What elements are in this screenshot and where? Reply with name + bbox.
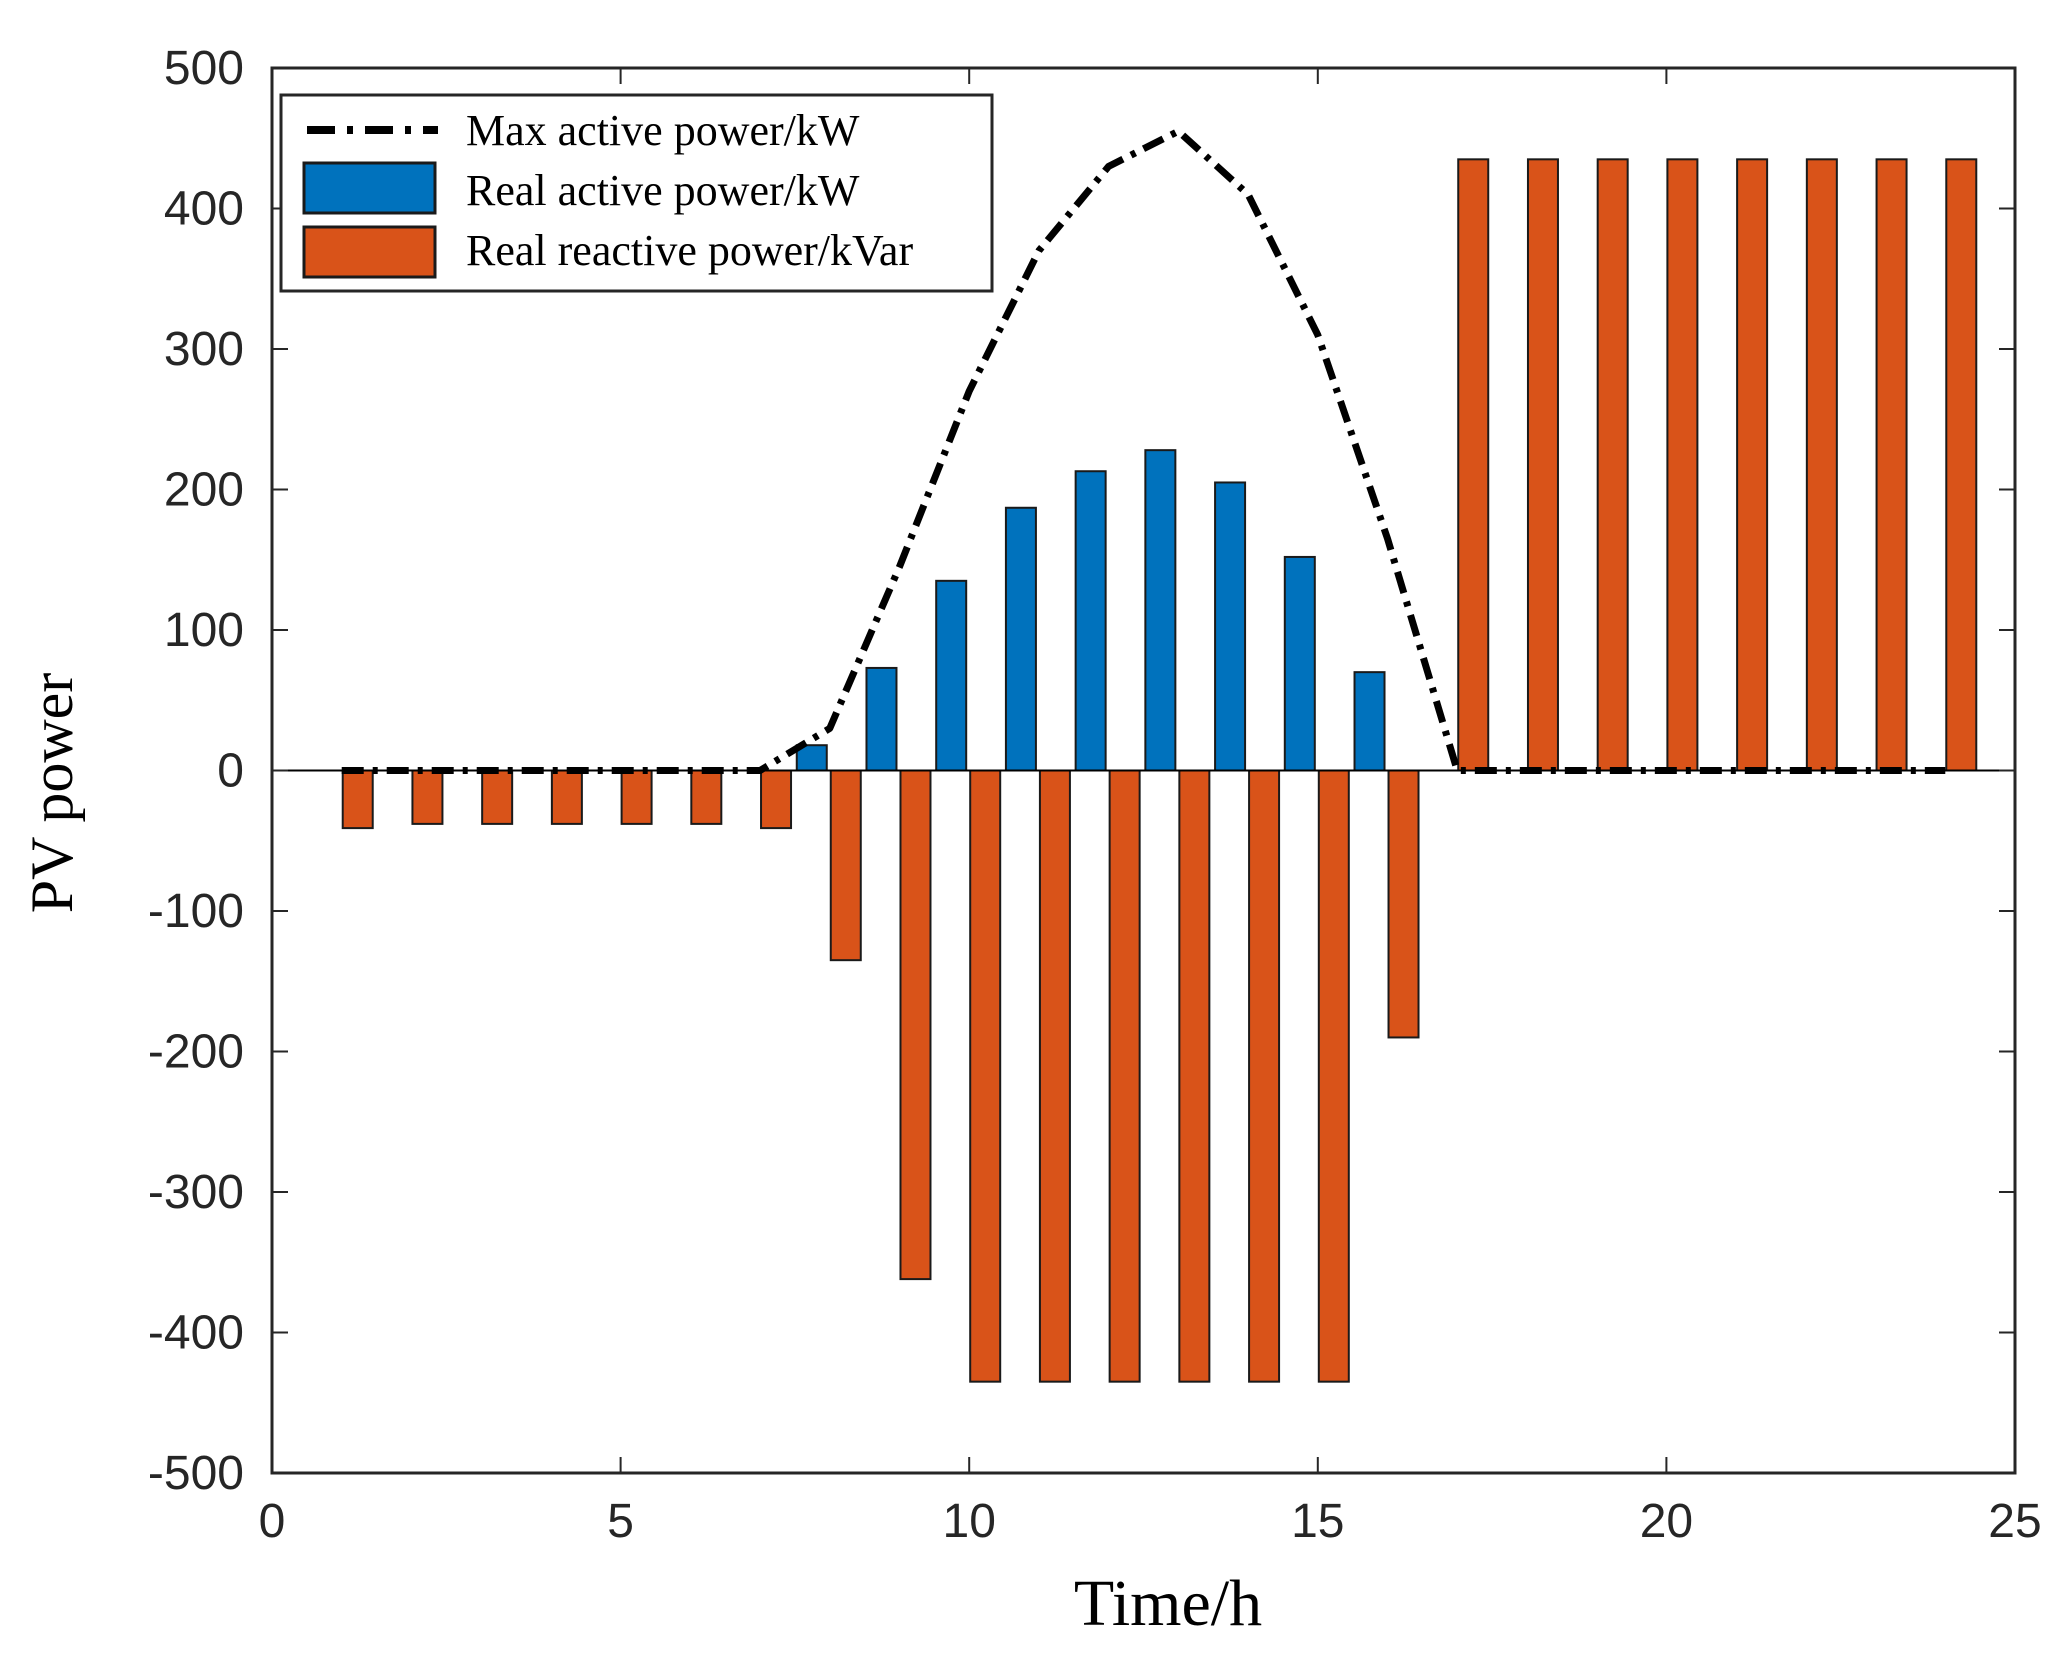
- reactive-bar-22: [1805, 158, 1838, 772]
- line-layer: [341, 127, 1946, 774]
- y-tick-label-100: 100: [164, 604, 244, 657]
- active-bar-13: [1144, 449, 1177, 772]
- legend-label-reactive: Real reactive power/kVar: [466, 226, 913, 275]
- legend-label-max: Max active power/kW: [466, 106, 860, 155]
- x-tick-label-10: 10: [943, 1495, 996, 1548]
- reactive-bar-3: [481, 769, 514, 825]
- reactive-bar-15: [1317, 769, 1350, 1383]
- x-axis-title: Time/h: [1074, 1567, 1262, 1640]
- y-tick-label-500: 500: [164, 42, 244, 95]
- reactive-bar-1: [341, 769, 374, 830]
- active-bar-12: [1074, 470, 1107, 772]
- reactive-bar-2: [411, 769, 444, 825]
- x-tick-label-0: 0: [259, 1495, 286, 1548]
- bars-layer: [341, 158, 1978, 1383]
- x-tick-label-15: 15: [1291, 1495, 1344, 1548]
- y-tick-label-300: 300: [164, 323, 244, 376]
- reactive-bar-21: [1736, 158, 1769, 772]
- reactive-bar-6: [690, 769, 723, 825]
- reactive-bar-18: [1526, 158, 1559, 772]
- y-tick-label--100: -100: [148, 885, 244, 938]
- reactive-bar-17: [1457, 158, 1490, 772]
- y-tick-label--400: -400: [148, 1307, 244, 1360]
- reactive-bar-8: [829, 769, 862, 962]
- reactive-bar-24: [1945, 158, 1978, 772]
- reactive-bar-19: [1596, 158, 1629, 772]
- legend-swatch-active: [302, 161, 437, 215]
- legend: Max active power/kW Real active power/kW…: [279, 93, 994, 293]
- active-bar-16: [1353, 671, 1386, 772]
- x-tick-label-25: 25: [1988, 1495, 2041, 1548]
- reactive-bar-23: [1875, 158, 1908, 772]
- x-tick-label-20: 20: [1640, 1495, 1693, 1548]
- y-tick-label--200: -200: [148, 1026, 244, 1079]
- reactive-bar-4: [550, 769, 583, 825]
- active-bar-9: [865, 666, 898, 772]
- reactive-bar-12: [1108, 769, 1141, 1383]
- active-bar-15: [1283, 555, 1316, 772]
- active-bar-10: [935, 579, 968, 772]
- x-tick-label-5: 5: [607, 1495, 634, 1548]
- reactive-bar-20: [1666, 158, 1699, 772]
- y-tick-label-400: 400: [164, 183, 244, 236]
- reactive-bar-10: [969, 769, 1002, 1383]
- reactive-bar-7: [760, 769, 793, 830]
- reactive-bar-9: [899, 769, 932, 1281]
- legend-swatch-reactive: [302, 225, 437, 279]
- ticks-layer: -500 -400 -300 -200 -100 0 100 200 300 400 500 0 5 10…: [148, 42, 2042, 1548]
- max-active-power-line: [341, 127, 1946, 774]
- reactive-bar-5: [620, 769, 653, 825]
- legend-label-active: Real active power/kW: [466, 166, 860, 215]
- reactive-bar-14: [1248, 769, 1281, 1383]
- reactive-bar-13: [1178, 769, 1211, 1383]
- y-tick-label--300: -300: [148, 1166, 244, 1219]
- reactive-bar-11: [1038, 769, 1071, 1383]
- y-tick-label-0: 0: [217, 745, 244, 798]
- y-tick-label--500: -500: [148, 1447, 244, 1500]
- active-bar-11: [1004, 506, 1037, 772]
- y-axis-title: PV power: [19, 673, 85, 914]
- y-tick-label-200: 200: [164, 464, 244, 517]
- reactive-bar-16: [1387, 769, 1420, 1039]
- active-bar-14: [1214, 481, 1247, 772]
